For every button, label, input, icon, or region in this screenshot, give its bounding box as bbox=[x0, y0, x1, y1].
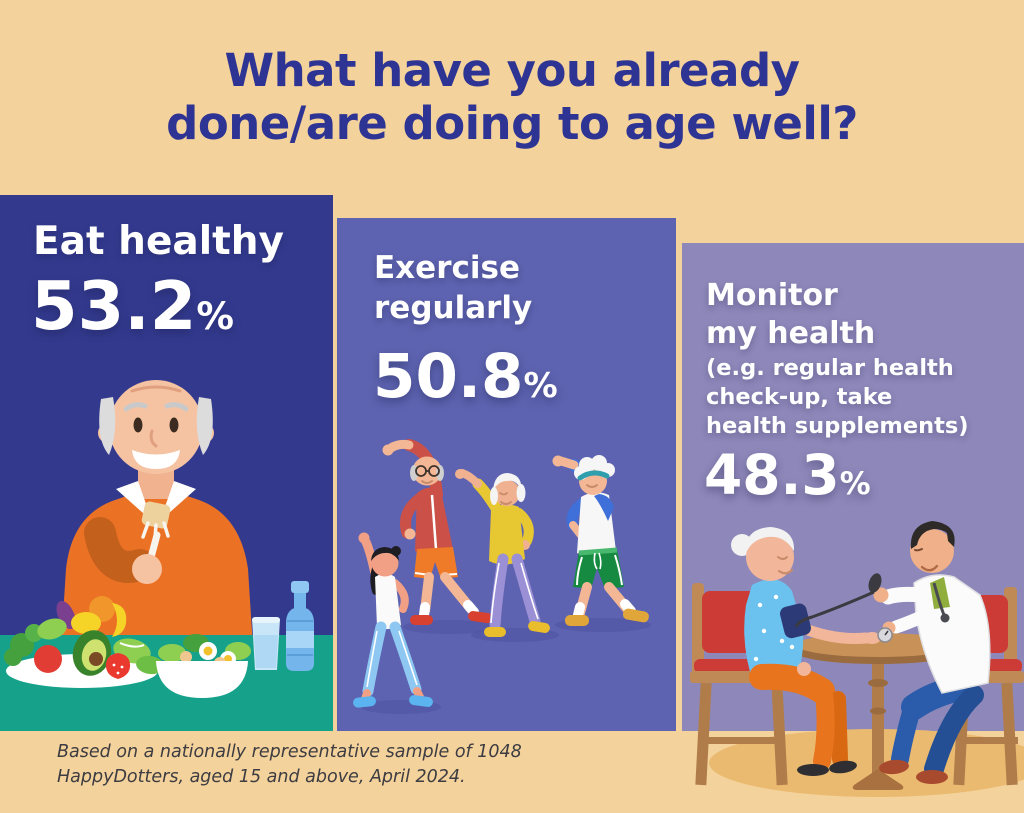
exercise-percent-sign: % bbox=[523, 366, 558, 406]
patient-head bbox=[746, 533, 794, 581]
water-glass bbox=[252, 617, 280, 670]
patient-senior-woman bbox=[731, 527, 881, 776]
monitor-percent-sign: % bbox=[839, 466, 871, 502]
doctor bbox=[794, 521, 991, 784]
doctor-head bbox=[910, 529, 954, 573]
patient-white-hair bbox=[745, 527, 795, 553]
blood-pressure-cuff bbox=[780, 603, 811, 639]
exercising-woman-yellow bbox=[455, 469, 550, 637]
doctor-hand-pump bbox=[873, 587, 889, 603]
food-plate bbox=[4, 596, 164, 688]
exercise-label-line-2: regularly bbox=[374, 290, 533, 327]
white-coat bbox=[913, 574, 991, 694]
exercise-regularly-label: Exercise regularly bbox=[374, 248, 532, 329]
smile bbox=[132, 450, 180, 469]
lemon bbox=[71, 612, 101, 634]
doctor-blood-pressure-illustration bbox=[690, 521, 1024, 797]
exercising-young-woman bbox=[353, 532, 433, 708]
exercising-man-red-jacket bbox=[382, 439, 493, 625]
black-flat-shoe bbox=[797, 764, 829, 776]
banana bbox=[112, 603, 127, 637]
eat-healthy-percent-sign: % bbox=[196, 294, 234, 338]
source-note-line-1: Based on a nationally representative sam… bbox=[57, 742, 522, 762]
gray-hair-left bbox=[99, 397, 116, 455]
water-bottle bbox=[286, 581, 314, 671]
monitor-health-value: 48.3% bbox=[704, 448, 871, 503]
strawberry bbox=[105, 653, 131, 679]
exercise-percent-number: 50.8 bbox=[373, 341, 524, 412]
monitor-label-line-2: my health bbox=[706, 315, 876, 351]
monitor-label-line-1: Monitor bbox=[706, 278, 838, 313]
elderly-man-eating-illustration bbox=[0, 380, 333, 731]
brown-shoe bbox=[879, 759, 909, 775]
source-note-line-2: HappyDotters, aged 15 and above, April 2… bbox=[57, 766, 466, 787]
seniors-stretching-illustration bbox=[353, 439, 651, 714]
egg-slice bbox=[203, 646, 213, 656]
survey-source-note: Based on a nationally representative sam… bbox=[57, 740, 522, 789]
page-title: What have you already done/are doing to … bbox=[0, 44, 1024, 150]
man-hand bbox=[132, 554, 162, 584]
eat-healthy-percent-number: 53.2 bbox=[31, 267, 197, 345]
exercise-regularly-value: 50.8% bbox=[373, 346, 558, 407]
drawstring bbox=[593, 552, 602, 570]
exercising-man-green-shorts bbox=[552, 455, 649, 626]
title-line-2: done/are doing to age well? bbox=[166, 97, 858, 151]
eat-healthy-label-text: Eat healthy bbox=[33, 219, 284, 264]
eat-healthy-value: 53.2% bbox=[31, 273, 234, 340]
young-woman-head bbox=[371, 549, 399, 577]
headband bbox=[577, 470, 610, 481]
doctor-hair bbox=[910, 521, 955, 549]
chair-right bbox=[948, 587, 1024, 786]
stethoscope bbox=[932, 582, 946, 616]
monitor-health-label: Monitor my health (e.g. regular health c… bbox=[706, 277, 969, 440]
white-hair bbox=[493, 473, 522, 491]
monitor-health-sublabel: (e.g. regular health check-up, take heal… bbox=[706, 355, 969, 439]
panel-exercise-regularly: Exercise regularly 50.8% bbox=[337, 218, 676, 731]
avocado bbox=[89, 652, 103, 666]
lettuce-leaves bbox=[136, 655, 164, 675]
salad-bowl bbox=[156, 634, 251, 698]
cuff-tube bbox=[794, 590, 875, 628]
monitor-percent-number: 48.3 bbox=[704, 443, 840, 507]
exercise-label-line-1: Exercise bbox=[374, 250, 520, 286]
eat-healthy-label: Eat healthy bbox=[33, 219, 284, 266]
gray-hair-right bbox=[196, 397, 213, 455]
broccoli bbox=[4, 648, 22, 666]
pump-bulb bbox=[868, 573, 882, 593]
panel-eat-healthy: Eat healthy 53.2% bbox=[0, 195, 333, 731]
title-line-1: What have you already bbox=[224, 44, 800, 97]
tomato bbox=[34, 645, 62, 673]
